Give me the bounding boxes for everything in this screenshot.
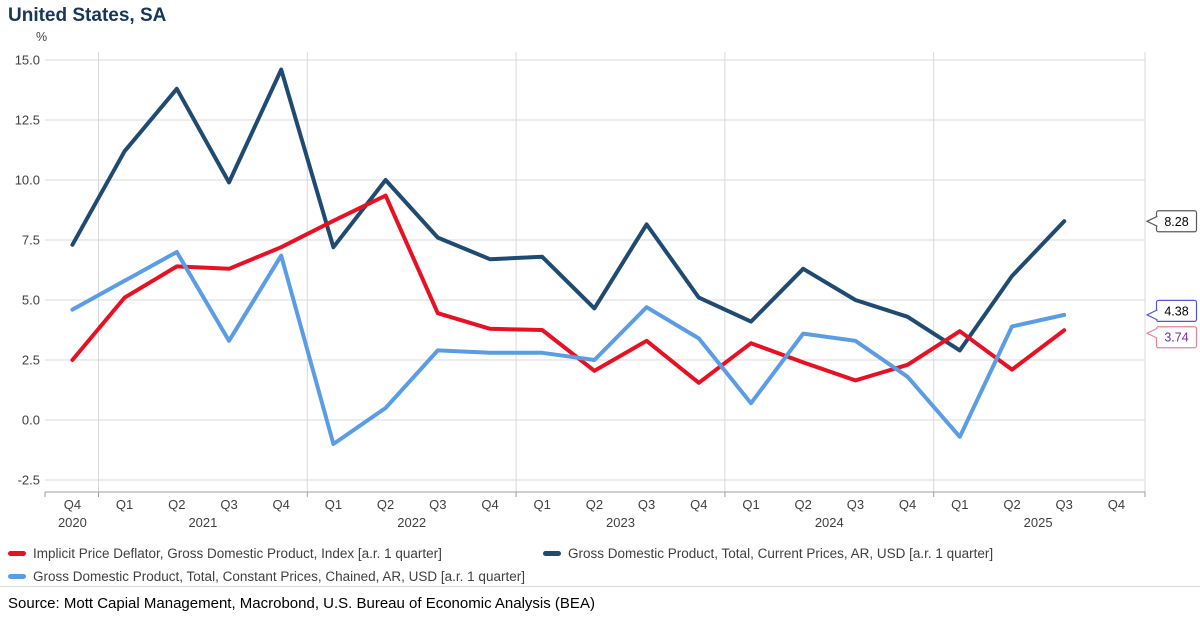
- x-tick-label: Q4: [899, 497, 916, 512]
- x-tick-label: Q3: [847, 497, 864, 512]
- x-tick-label: Q1: [534, 497, 551, 512]
- series-line-2: [70, 250, 1067, 446]
- legend-label-real-gdp: Gross Domestic Product, Total, Constant …: [33, 568, 525, 584]
- y-tick-label: 0.0: [22, 413, 40, 428]
- x-tick-label: Q4: [64, 497, 81, 512]
- end-label-arrow: [1145, 309, 1158, 321]
- x-tick-label: Q2: [586, 497, 603, 512]
- end-label-value: 8.28: [1164, 215, 1188, 229]
- x-year-label: 2020: [58, 515, 87, 530]
- source-text: Source: Mott Capial Management, Macrobon…: [8, 595, 595, 612]
- end-label-value: 3.74: [1164, 331, 1188, 345]
- y-tick-label: 7.5: [22, 233, 40, 248]
- x-tick-label: Q3: [638, 497, 655, 512]
- legend-label-nominal-gdp: Gross Domestic Product, Total, Current P…: [568, 545, 994, 561]
- legend-item-nominal-gdp: Gross Domestic Product, Total, Current P…: [543, 544, 993, 562]
- source-divider: [0, 586, 1200, 587]
- x-tick-label: Q2: [1003, 497, 1020, 512]
- x-tick-label: Q4: [690, 497, 707, 512]
- legend-item-real-gdp: Gross Domestic Product, Total, Constant …: [8, 567, 525, 585]
- y-tick-label: 5.0: [22, 293, 40, 308]
- x-year-label: 2021: [188, 515, 217, 530]
- x-tick-label: Q1: [116, 497, 133, 512]
- y-tick-label: 10.0: [15, 173, 40, 188]
- legend-swatch-nominal-gdp-icon: [543, 550, 561, 556]
- x-year-label: 2025: [1024, 515, 1053, 530]
- x-tick-label: Q3: [220, 497, 237, 512]
- x-tick-label: Q1: [951, 497, 968, 512]
- y-tick-label: 2.5: [22, 353, 40, 368]
- end-label-value: 4.38: [1164, 304, 1188, 318]
- x-tick-label: Q2: [168, 497, 185, 512]
- x-tick-label: Q1: [325, 497, 342, 512]
- x-tick-label: Q4: [1108, 497, 1125, 512]
- y-tick-label: -2.5: [18, 473, 40, 488]
- legend-label-deflator: Implicit Price Deflator, Gross Domestic …: [33, 545, 442, 561]
- x-tick-label: Q2: [795, 497, 812, 512]
- series-line-0: [70, 193, 1067, 385]
- y-tick-label: 12.5: [15, 113, 40, 128]
- x-year-label: 2022: [397, 515, 426, 530]
- legend-item-deflator: Implicit Price Deflator, Gross Domestic …: [8, 544, 442, 562]
- y-tick-label: 15.0: [15, 53, 40, 68]
- x-tick-label: Q1: [742, 497, 759, 512]
- x-tick-label: Q3: [429, 497, 446, 512]
- x-tick-label: Q3: [1056, 497, 1073, 512]
- x-tick-label: Q4: [273, 497, 290, 512]
- x-year-label: 2024: [815, 515, 844, 530]
- page-title: United States, SA: [8, 5, 167, 26]
- x-tick-label: Q4: [481, 497, 498, 512]
- end-label-arrow: [1145, 215, 1158, 227]
- end-label-arrow: [1145, 327, 1158, 339]
- legend-swatch-real-gdp-icon: [8, 573, 26, 579]
- legend-swatch-deflator-icon: [8, 550, 26, 556]
- x-tick-label: Q2: [377, 497, 394, 512]
- x-year-label: 2023: [606, 515, 635, 530]
- series-line-1: [70, 67, 1067, 353]
- y-axis-unit-label: %: [36, 30, 48, 44]
